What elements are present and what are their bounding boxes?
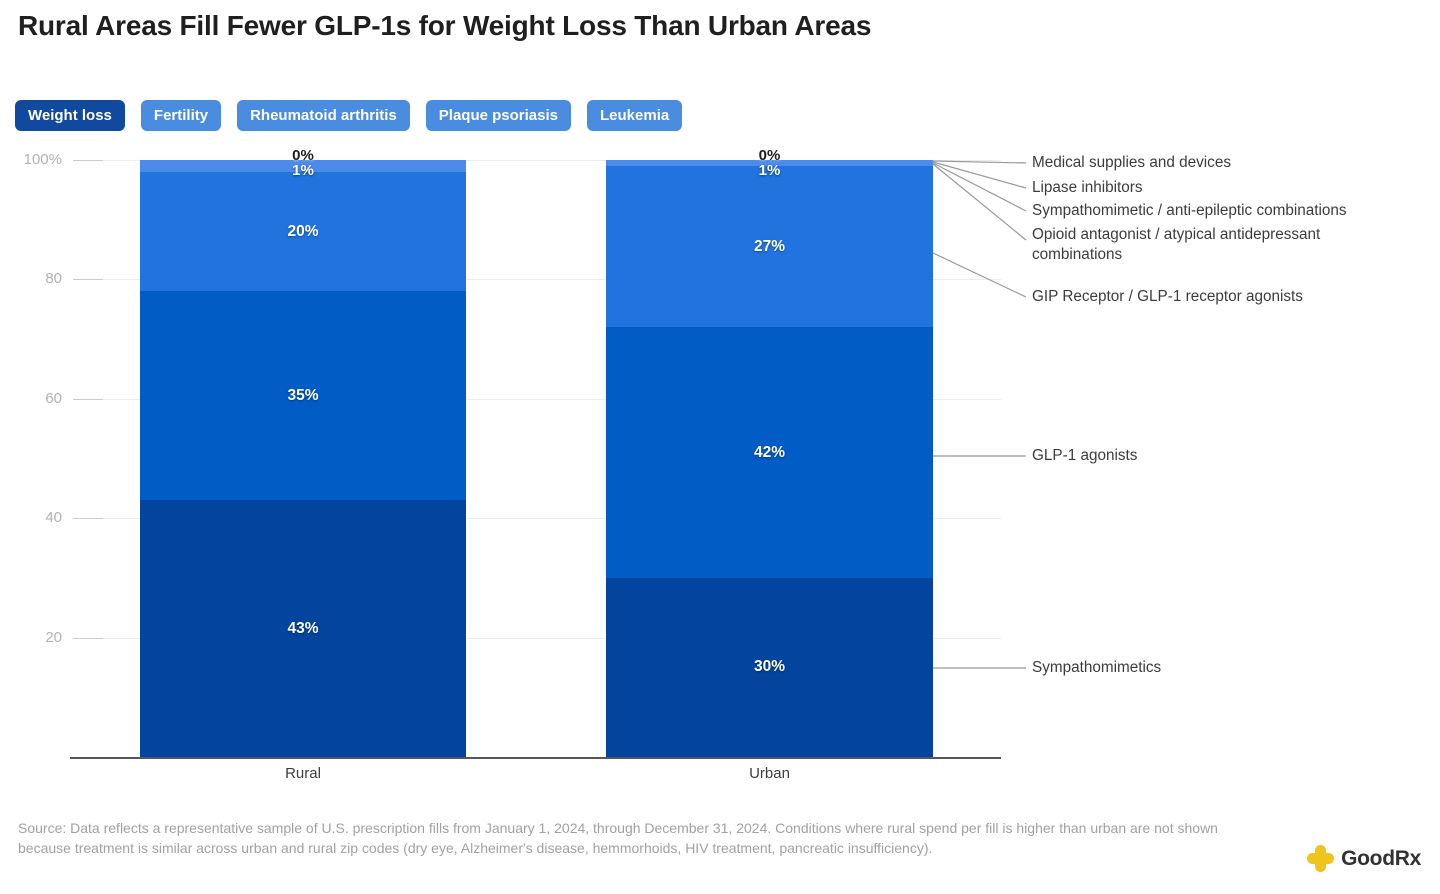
legend-label-sympathomimetic-anti-epileptic: Sympathomimetic / anti-epileptic combina…	[1032, 202, 1347, 219]
goodrx-plus-icon	[1307, 845, 1335, 872]
bar-value-label: 30%	[753, 658, 786, 676]
legend-label-glp1-agonists: GLP-1 agonists	[1032, 447, 1138, 464]
bar-segment[interactable]	[140, 500, 466, 757]
legend-label-gip-receptor-glp1-agonists: GIP Receptor / GLP-1 receptor agonists	[1032, 288, 1303, 305]
y-axis-tick	[73, 518, 103, 520]
gridline	[73, 160, 1001, 161]
bar-value-label: 1%	[292, 162, 314, 179]
y-axis-tick-label: 100%	[23, 151, 62, 168]
gridline	[73, 518, 1001, 520]
leader-line-sympathomimetic-anti-epileptic	[932, 162, 1027, 212]
legend-label-sympathomimetics: Sympathomimetics	[1032, 659, 1162, 676]
source-note: Source: Data reflects a representative s…	[18, 820, 1218, 856]
leader-line-medical-supplies	[932, 160, 1027, 164]
bar-zero-label: 0%	[758, 147, 781, 164]
tab-rheumatoid-arthritis[interactable]: Rheumatoid arthritis	[237, 100, 410, 131]
bar-segment[interactable]	[606, 160, 933, 166]
bar-value-label: 27%	[753, 237, 786, 255]
page-title: Rural Areas Fill Fewer GLP-1s for Weight…	[18, 10, 872, 41]
bar-segment[interactable]	[606, 327, 933, 578]
y-axis-tick-label: 60	[45, 389, 62, 407]
tab-fertility[interactable]: Fertility	[140, 100, 222, 131]
bar-value-label: 1%	[758, 162, 781, 179]
y-axis-tick	[73, 160, 103, 161]
bar-value-label: 43%	[287, 619, 319, 637]
bar-value-label: 20%	[287, 222, 319, 240]
bar-segment[interactable]	[140, 171, 466, 292]
gridline	[73, 398, 1001, 400]
bar-segment[interactable]	[140, 160, 466, 172]
bar-segment[interactable]	[140, 291, 466, 501]
y-axis-tick-label: 20	[45, 628, 62, 646]
tab-leukemia[interactable]: Leukemia	[587, 100, 683, 131]
tab-weight-loss[interactable]: Weight loss	[15, 100, 125, 131]
leader-line-opioid-antagonist	[932, 163, 1027, 241]
gridline	[73, 637, 1001, 639]
x-axis-label-urban: Urban	[749, 765, 790, 782]
leader-line-gip-receptor	[932, 252, 1027, 298]
bar-value-label: 35%	[287, 386, 319, 404]
leader-line-lipase-inhibitors	[932, 161, 1027, 189]
y-axis-tick	[73, 637, 103, 639]
legend-label-opioid-antagonist-combinations: Opioid antagonist / atypical antidepress…	[1032, 226, 1321, 263]
legend-label-lipase-inhibitors: Lipase inhibitors	[1032, 179, 1143, 196]
condition-tabs: Weight loss Fertility Rheumatoid arthrit…	[15, 100, 683, 131]
bar-value-label: 42%	[753, 443, 786, 461]
tab-plaque-psoriasis[interactable]: Plaque psoriasis	[425, 100, 571, 131]
gridline	[73, 279, 1001, 281]
y-axis-tick	[73, 279, 103, 281]
goodrx-wordmark: GoodRx	[1341, 846, 1421, 870]
bar-zero-label: 0%	[292, 147, 314, 164]
goodrx-logo: GoodRx	[1307, 845, 1421, 872]
x-axis-line	[70, 757, 1001, 759]
bar-segment[interactable]	[606, 577, 933, 757]
y-axis-tick-label: 80	[45, 270, 62, 288]
bar-segment[interactable]	[606, 165, 933, 328]
y-axis-tick-label: 40	[45, 509, 62, 527]
x-axis-label-rural: Rural	[285, 765, 321, 782]
y-axis-tick	[73, 398, 103, 400]
legend-label-medical-supplies-and-devices: Medical supplies and devices	[1032, 154, 1231, 171]
